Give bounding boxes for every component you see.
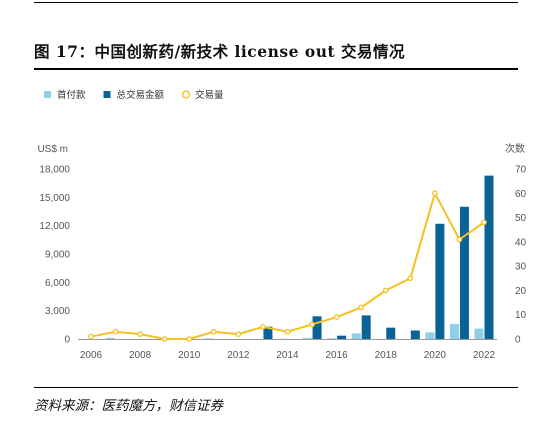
x-tick-label: 2006	[80, 350, 103, 361]
x-tick-label: 2018	[375, 350, 398, 361]
bar-upfront-2021	[449, 323, 459, 339]
x-tick-label: 2010	[178, 350, 201, 361]
y-right-tick-label: 60	[515, 189, 527, 200]
y-right-tick-label: 0	[515, 335, 521, 346]
legend-label-0: 首付款	[57, 89, 86, 101]
point-deal-count-2020	[432, 190, 438, 197]
bar-total-2017	[361, 315, 371, 339]
y-left-tick-label: 9,000	[45, 250, 70, 261]
y-right-tick-label: 30	[515, 262, 527, 273]
license-out-chart: 首付款 总交易金额 交易量 US$ m 次数 0 3,000 6,000 9,000 12,000…	[37, 89, 527, 361]
x-tick-label: 2014	[276, 350, 299, 361]
legend-swatch-0	[44, 91, 51, 98]
point-deal-count-2014	[284, 328, 291, 335]
y-left-tick-label: 0	[64, 335, 70, 346]
bar-upfront-2017	[351, 333, 361, 339]
source-note: 资料来源：医药魔方，财信证券	[34, 398, 223, 414]
y-left-tick-label: 15,000	[39, 193, 70, 204]
bar-total-2018	[386, 327, 396, 339]
x-tick-label: 2022	[473, 350, 496, 361]
y-left-tick-label: 18,000	[39, 165, 70, 176]
point-deal-count-2019	[407, 275, 414, 282]
y-right-tick-label: 50	[515, 213, 527, 224]
y-right-tick-label: 10	[515, 310, 527, 321]
bar-total-2015	[312, 316, 322, 339]
bar-total-2021	[459, 206, 469, 339]
point-deal-count-2010	[186, 336, 193, 342]
point-deal-count-2017	[358, 304, 365, 311]
series-line-deal-count	[90, 190, 485, 340]
legend-swatch-2	[181, 90, 191, 99]
bar-total-2020	[435, 223, 445, 339]
point-deal-count-2016	[333, 314, 340, 320]
title-underline	[34, 68, 518, 70]
point-deal-count-2015	[309, 321, 315, 328]
bar-total-2013	[263, 326, 273, 339]
top-rule	[34, 2, 518, 4]
bar-upfront-2020	[425, 332, 435, 339]
y-left-axis-title: US$ m	[37, 144, 68, 155]
y-right-tick-label: 40	[515, 237, 527, 248]
legend-label-1: 总交易金额	[117, 89, 165, 101]
y-left-tick-label: 3,000	[45, 306, 70, 317]
legend-label-2: 交易量	[195, 89, 224, 101]
y-right-axis-title: 次数	[505, 142, 525, 155]
point-deal-count-2009	[161, 336, 168, 342]
bar-upfront-2011	[204, 338, 214, 339]
bottom-rule	[34, 387, 518, 389]
x-tick-label: 2008	[129, 350, 152, 361]
bar-upfront-2015	[302, 337, 312, 339]
x-tick-label: 2012	[227, 350, 250, 361]
point-deal-count-2006	[88, 333, 94, 340]
point-deal-count-2012	[235, 331, 242, 337]
bar-total-2022	[484, 175, 494, 339]
bar-upfront-2022	[474, 328, 484, 339]
point-deal-count-2018	[382, 287, 389, 294]
y-right-tick-label: 20	[515, 286, 527, 297]
bar-total-2016	[337, 335, 347, 339]
x-tick-label: 2016	[326, 350, 349, 361]
bar-upfront-2007	[106, 337, 116, 339]
bar-total-2019	[410, 330, 420, 339]
y-left-tick-label: 12,000	[39, 221, 70, 232]
point-deal-count-2021	[456, 236, 463, 243]
point-deal-count-2011	[210, 328, 217, 335]
figure-title: 图 17：中国创新药/新技术 license out 交易情况	[34, 42, 406, 61]
y-left-tick-label: 6,000	[45, 278, 70, 289]
point-deal-count-2013	[260, 324, 266, 330]
y-right-tick-label: 70	[515, 165, 527, 176]
point-deal-count-2007	[112, 328, 119, 335]
point-deal-count-2022	[481, 219, 487, 226]
point-deal-count-2008	[137, 331, 143, 337]
x-tick-label: 2020	[424, 350, 447, 361]
legend-swatch-1	[103, 91, 111, 98]
bar-upfront-2016	[327, 338, 337, 339]
